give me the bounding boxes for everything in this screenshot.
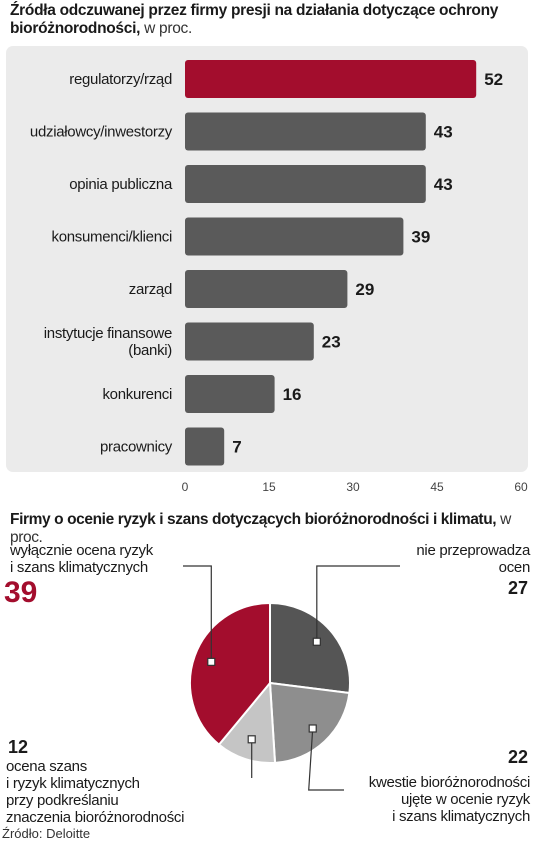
category-label-5-0: instytucje finansowe bbox=[44, 325, 172, 342]
bar-chart-panel bbox=[6, 46, 528, 472]
pie-label-3-line-0: wyłącznie ocena ryzyk bbox=[10, 542, 153, 559]
pie-label-0: nie przeprowadza ocen bbox=[416, 542, 530, 576]
pie-value-3: 39 bbox=[4, 576, 38, 609]
bar-4 bbox=[185, 270, 348, 308]
bar-chart: regulatorzy/rząd 52 udziałowcy/inwestorzy 4… bbox=[6, 46, 528, 494]
pie-chart-title-text: Firmy o ocenie ryzyk i szans dotyczących… bbox=[10, 511, 497, 528]
value-label-6: 16 bbox=[283, 385, 302, 404]
bar-chart-title-text: Źródła odczuwanej przez firmy presji na … bbox=[10, 2, 499, 37]
category-label-5-1: (banki) bbox=[128, 342, 172, 359]
bar-7 bbox=[185, 427, 225, 466]
category-label-3: konsumenci/klienci bbox=[52, 229, 173, 246]
pie-chart-title: Firmy o ocenie ryzyk i szans dotyczących… bbox=[10, 511, 534, 547]
pie-label-2-line-1: i ryzyk klimatycznych bbox=[6, 775, 140, 792]
pie-leader-line-1 bbox=[308, 728, 344, 791]
pie-label-3: wyłącznie ocena ryzyk i szans klimatyczn… bbox=[10, 542, 153, 576]
bar-6 bbox=[185, 375, 275, 413]
pie-label-1-line-1: ujęte w ocenie ryzyk bbox=[400, 791, 530, 808]
pie-label-2: ocena szans i ryzyk klimatycznych przy p… bbox=[6, 758, 184, 826]
value-label-2: 43 bbox=[434, 175, 453, 194]
pie-label-0-line-1: ocen bbox=[498, 559, 531, 576]
bar-3 bbox=[185, 217, 404, 256]
x-tick-1: 15 bbox=[262, 480, 276, 494]
pie-value-1: 22 bbox=[507, 747, 528, 767]
pie-label-3-line-1: i szans klimatycznych bbox=[10, 559, 148, 576]
pie-label-0-line-0: nie przeprowadza bbox=[416, 542, 530, 559]
x-tick-2: 30 bbox=[346, 480, 360, 494]
pie-slice-0 bbox=[269, 601, 351, 695]
pie-label-1-line-2: i szans klimatycznych bbox=[392, 808, 530, 825]
category-label-0: regulatorzy/rząd bbox=[69, 71, 172, 88]
category-label-1: udziałowcy/inwestorzy bbox=[30, 124, 173, 141]
bar-0 bbox=[185, 60, 477, 98]
value-label-0: 52 bbox=[484, 70, 503, 89]
value-label-4: 29 bbox=[355, 280, 374, 299]
pie-label-2-line-3: znaczenia bioróżnorodności bbox=[6, 809, 185, 826]
bar-5 bbox=[185, 322, 314, 361]
source-note: Źródło: Deloitte bbox=[2, 826, 91, 841]
pie-label-1: kwestie bioróżnorodności ujęte w ocenie … bbox=[368, 774, 531, 825]
pie-slice-2 bbox=[217, 680, 277, 764]
bar-chart-title: Źródła odczuwanej przez firmy presji na … bbox=[10, 2, 530, 38]
pie-value-0: 27 bbox=[507, 578, 528, 598]
bar-chart-unit: w proc. bbox=[144, 20, 192, 37]
category-label-6: konkurenci bbox=[102, 386, 172, 403]
category-label-7: pracownicy bbox=[100, 439, 173, 456]
value-label-5: 23 bbox=[322, 333, 341, 352]
x-tick-0: 0 bbox=[182, 480, 189, 494]
category-label-2: opinia publiczna bbox=[69, 176, 173, 193]
value-label-7: 7 bbox=[232, 438, 241, 457]
pie-leader-marker-0 bbox=[312, 637, 321, 646]
pie-label-2-line-0: ocena szans bbox=[6, 758, 87, 775]
x-tick-4: 60 bbox=[514, 480, 528, 494]
pie-label-2-line-2: przy podkreślaniu bbox=[6, 792, 119, 809]
pie-leader-line-3 bbox=[183, 565, 212, 662]
x-tick-3: 45 bbox=[430, 480, 444, 494]
pie-leader-marker-3 bbox=[207, 657, 216, 666]
value-label-3: 39 bbox=[411, 228, 430, 247]
pie-slice-3 bbox=[189, 601, 271, 747]
pie-value-2: 12 bbox=[8, 737, 29, 757]
pie-leader-line-0 bbox=[316, 565, 400, 642]
value-label-1: 43 bbox=[434, 123, 453, 142]
category-label-4: zarząd bbox=[129, 281, 172, 298]
bar-2 bbox=[185, 165, 426, 203]
pie-leader-marker-2 bbox=[247, 735, 256, 744]
pie-chart-unit: w proc. bbox=[10, 511, 511, 546]
pie-leader-marker-1 bbox=[308, 724, 317, 733]
pie-label-1-line-0: kwestie bioróżnorodności bbox=[368, 774, 531, 791]
pie-slice-1 bbox=[268, 681, 351, 764]
bar-1 bbox=[185, 112, 426, 151]
